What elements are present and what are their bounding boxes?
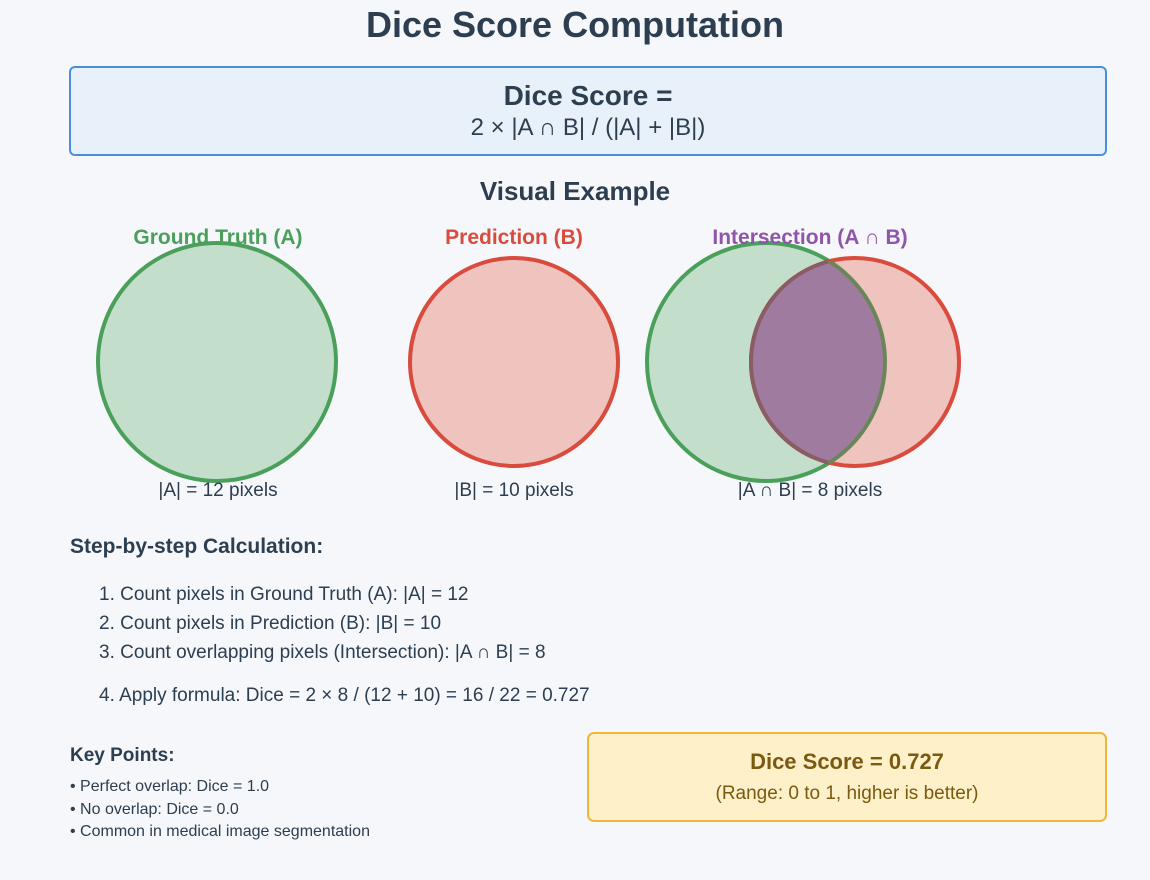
key-points-title: Key Points: [70,745,175,766]
ground-truth-circle [96,241,338,483]
formula-title: Dice Score = [503,80,673,111]
result-range: (Range: 0 to 1, higher is better) [715,783,979,804]
prediction-label: Prediction (B) [445,226,583,249]
ground-truth-caption: |A| = 12 pixels [158,480,277,501]
key-point-item: • Common in medical image segmentation [70,823,370,840]
key-point-item: • Perfect overlap: Dice = 1.0 [70,778,270,795]
intersection-label: Intersection (A ∩ B) [712,226,907,249]
steps-list: 1. Count pixels in Ground Truth (A): |A|… [99,580,590,710]
prediction-circle [408,256,620,468]
step-item: 4. Apply formula: Dice = 2 × 8 / (12 + 1… [99,685,590,706]
key-point-item: • No overlap: Dice = 0.0 [70,800,239,818]
overlap-region [751,258,885,466]
result-box: Dice Score = 0.727 (Range: 0 to 1, highe… [587,732,1107,822]
result-value: Dice Score = 0.727 [750,749,944,774]
page-title: Dice Score Computation [365,4,785,45]
key-points-list: • Perfect overlap: Dice = 1.0 • No overl… [70,776,370,844]
ground-truth-label: Ground Truth (A) [133,226,302,249]
visual-example-title: Visual Example [479,176,671,206]
step-item: 3. Count overlapping pixels (Intersectio… [99,642,546,663]
steps-title: Step-by-step Calculation: [70,535,324,558]
prediction-caption: |B| = 10 pixels [454,480,573,501]
intersection-caption: |A ∩ B| = 8 pixels [738,480,882,501]
formula-expression: 2 × |A ∩ B| / (|A| + |B|) [470,114,706,141]
step-item: 2. Count pixels in Prediction (B): |B| =… [99,613,442,634]
formula-box: Dice Score = 2 × |A ∩ B| / (|A| + |B|) [69,66,1107,156]
step-item: 1. Count pixels in Ground Truth (A): |A|… [99,584,469,605]
